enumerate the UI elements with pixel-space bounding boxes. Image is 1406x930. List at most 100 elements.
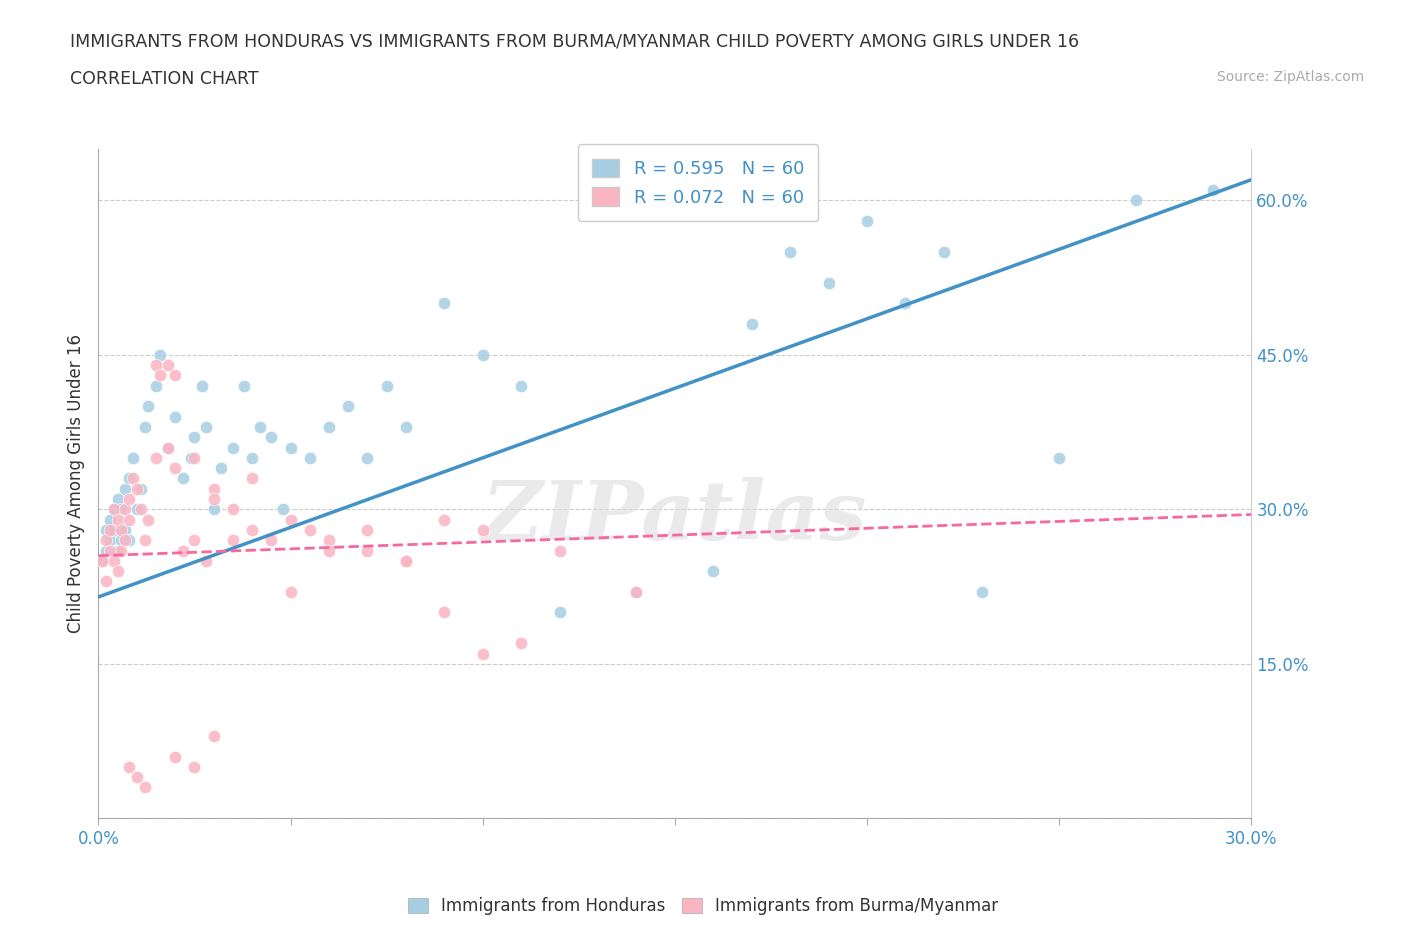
- Point: [260, 533, 283, 548]
- Point: [103, 553, 125, 568]
- Point: [156, 440, 179, 455]
- Point: [233, 379, 256, 393]
- Point: [110, 502, 132, 517]
- Point: [240, 471, 263, 485]
- Point: [165, 750, 187, 764]
- Point: [395, 553, 418, 568]
- Point: [110, 533, 132, 548]
- Point: [894, 296, 917, 311]
- Point: [510, 379, 533, 393]
- Point: [94, 543, 117, 558]
- Point: [134, 419, 156, 434]
- Point: [395, 419, 418, 434]
- Point: [280, 440, 302, 455]
- Point: [172, 543, 194, 558]
- Point: [395, 553, 418, 568]
- Point: [91, 553, 114, 568]
- Point: [280, 584, 302, 599]
- Point: [202, 502, 225, 517]
- Point: [114, 523, 136, 538]
- Point: [195, 553, 218, 568]
- Point: [129, 502, 152, 517]
- Point: [114, 482, 136, 497]
- Point: [114, 502, 136, 517]
- Text: IMMIGRANTS FROM HONDURAS VS IMMIGRANTS FROM BURMA/MYANMAR CHILD POVERTY AMONG GI: IMMIGRANTS FROM HONDURAS VS IMMIGRANTS F…: [70, 33, 1080, 50]
- Point: [110, 543, 132, 558]
- Point: [107, 543, 129, 558]
- Point: [1202, 182, 1225, 197]
- Point: [145, 358, 167, 373]
- Point: [972, 584, 994, 599]
- Point: [183, 533, 205, 548]
- Point: [103, 523, 125, 538]
- Point: [337, 399, 360, 414]
- Point: [118, 471, 141, 485]
- Point: [298, 450, 321, 465]
- Point: [195, 419, 218, 434]
- Point: [156, 440, 179, 455]
- Point: [260, 430, 283, 445]
- Point: [94, 533, 117, 548]
- Point: [94, 574, 117, 589]
- Point: [271, 502, 294, 517]
- Point: [107, 492, 129, 507]
- Point: [172, 471, 194, 485]
- Point: [103, 502, 125, 517]
- Point: [779, 245, 801, 259]
- Point: [249, 419, 271, 434]
- Point: [122, 450, 145, 465]
- Point: [548, 604, 571, 619]
- Point: [165, 409, 187, 424]
- Point: [149, 348, 172, 363]
- Point: [98, 523, 121, 538]
- Point: [98, 512, 121, 527]
- Point: [183, 430, 205, 445]
- Point: [741, 316, 763, 331]
- Point: [125, 482, 148, 497]
- Point: [145, 450, 167, 465]
- Point: [180, 450, 202, 465]
- Point: [103, 502, 125, 517]
- Point: [222, 440, 245, 455]
- Point: [138, 512, 160, 527]
- Point: [222, 533, 245, 548]
- Point: [202, 482, 225, 497]
- Point: [134, 780, 156, 795]
- Point: [240, 523, 263, 538]
- Point: [125, 502, 148, 517]
- Point: [191, 379, 214, 393]
- Point: [202, 728, 225, 743]
- Point: [702, 564, 724, 578]
- Point: [356, 450, 378, 465]
- Y-axis label: Child Poverty Among Girls Under 16: Child Poverty Among Girls Under 16: [66, 334, 84, 633]
- Point: [202, 492, 225, 507]
- Point: [165, 460, 187, 475]
- Point: [122, 471, 145, 485]
- Point: [318, 533, 340, 548]
- Text: Source: ZipAtlas.com: Source: ZipAtlas.com: [1216, 70, 1364, 84]
- Point: [91, 553, 114, 568]
- Point: [1047, 450, 1070, 465]
- Point: [280, 512, 302, 527]
- Legend: R = 0.595   N = 60, R = 0.072   N = 60: R = 0.595 N = 60, R = 0.072 N = 60: [578, 144, 818, 221]
- Text: ZIPatlas: ZIPatlas: [482, 477, 868, 557]
- Point: [298, 523, 321, 538]
- Point: [1125, 193, 1147, 207]
- Point: [433, 512, 456, 527]
- Point: [94, 523, 117, 538]
- Point: [110, 523, 132, 538]
- Point: [856, 214, 879, 229]
- Point: [118, 512, 141, 527]
- Point: [433, 296, 456, 311]
- Point: [222, 502, 245, 517]
- Point: [118, 533, 141, 548]
- Point: [356, 543, 378, 558]
- Point: [118, 760, 141, 775]
- Point: [183, 760, 205, 775]
- Point: [165, 368, 187, 383]
- Point: [149, 368, 172, 383]
- Point: [626, 584, 648, 599]
- Point: [107, 564, 129, 578]
- Point: [107, 512, 129, 527]
- Point: [129, 482, 152, 497]
